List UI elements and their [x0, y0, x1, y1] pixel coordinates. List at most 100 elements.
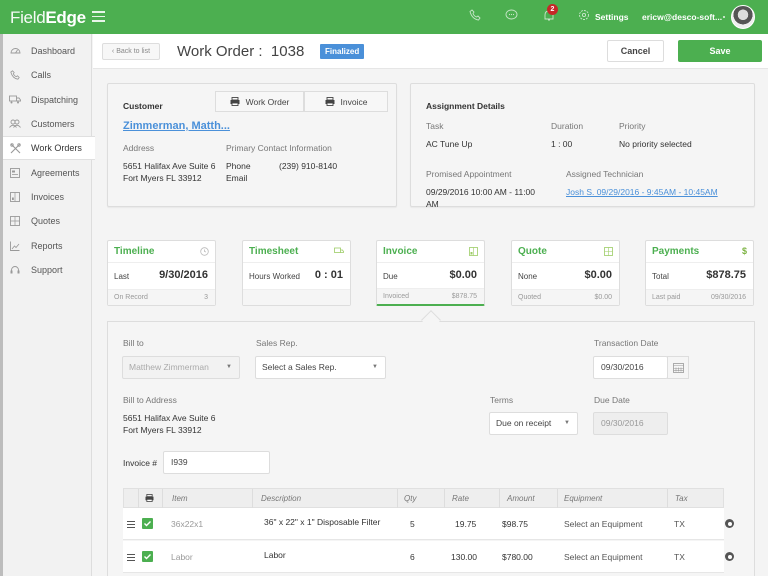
chat-icon[interactable] [503, 9, 519, 25]
equipment-select[interactable]: Select an Equipment [564, 519, 643, 529]
tile-foot-value: $878.75 [451, 293, 477, 300]
tax-cell[interactable]: TX [674, 519, 685, 529]
notification-badge: 2 [547, 4, 558, 15]
item-cell[interactable]: 36x22x1 [171, 519, 204, 529]
drag-handle-icon[interactable] [127, 521, 135, 528]
sidebar-item-customers[interactable]: Customers [3, 112, 95, 136]
chevron-down-icon: ▼ [564, 420, 570, 426]
menu-toggle-icon[interactable] [92, 11, 105, 22]
status-badge: Finalized [320, 44, 365, 59]
sidebar-item-label: Agreements [31, 168, 80, 178]
print-invoice-button[interactable]: Invoice [304, 91, 388, 112]
tile-title: Invoice [383, 246, 418, 257]
sidebar-item-dashboard[interactable]: Dashboard [3, 39, 95, 63]
settings-link[interactable]: Settings [595, 12, 629, 22]
drag-handle-icon[interactable] [127, 554, 135, 561]
email-label: Email [226, 173, 248, 183]
avatar[interactable] [731, 5, 755, 29]
dashboard-icon [9, 46, 21, 56]
sidebar-item-label: Quotes [31, 216, 61, 226]
technician-link[interactable]: Josh S. 09/29/2016 - 9:45AM - 10:45AM [566, 187, 718, 197]
invoice-icon [469, 247, 478, 258]
print-work-order-button[interactable]: Work Order [215, 91, 304, 112]
phone-icon [9, 70, 21, 80]
item-cell[interactable]: Labor [171, 552, 193, 562]
tools-icon [9, 143, 21, 154]
print-checkbox[interactable] [142, 518, 153, 529]
customer-name-link[interactable]: Zimmerman, Matth... [123, 120, 230, 132]
bill-address-line-1: 5651 Halifax Ave Suite 6 [123, 413, 216, 423]
tile-value: 0 : 01 [314, 269, 343, 281]
column-header-amount: Amount [507, 494, 535, 503]
assignment-section-label: Assignment Details [426, 101, 505, 111]
page-header: ‹ Back to list Work Order : 1038 Finaliz… [93, 34, 768, 69]
back-to-list-button[interactable]: ‹ Back to list [102, 43, 160, 60]
app-logo[interactable]: FieldEdge [10, 8, 86, 28]
timeline-tile[interactable]: Timeline Last 9/30/2016 On Record 3 [107, 240, 216, 306]
sidebar-item-dispatching[interactable]: Dispatching [3, 88, 95, 112]
print-work-order-label: Work Order [245, 96, 290, 107]
gear-icon[interactable] [576, 9, 592, 25]
description-cell[interactable]: 36" x 22" x 1" Disposable Filter [264, 517, 381, 527]
sales-rep-value: Select a Sales Rep. [262, 362, 337, 372]
phone-value: (239) 910-8140 [279, 161, 338, 171]
sidebar-item-label: Support [31, 265, 63, 275]
remove-row-icon[interactable] [725, 519, 734, 528]
chart-icon [9, 241, 21, 251]
tile-title: Timesheet [249, 246, 299, 257]
print-checkbox[interactable] [142, 551, 153, 562]
priority-label: Priority [619, 121, 646, 131]
timesheet-tile[interactable]: Timesheet Hours Worked 0 : 01 [242, 240, 351, 306]
qty-cell[interactable]: 6 [410, 552, 415, 562]
calendar-icon[interactable] [667, 356, 689, 379]
rate-cell[interactable]: 130.00 [451, 552, 477, 562]
invoice-number-input[interactable]: I939 [163, 451, 270, 474]
qty-cell[interactable]: 5 [410, 519, 415, 529]
sales-rep-label: Sales Rep. [256, 338, 298, 348]
user-menu[interactable]: ericw@desco-soft... [642, 12, 723, 22]
back-label: Back to list [116, 48, 151, 55]
customer-card: Customer Work Order Invoice Zimmerman, M… [107, 83, 397, 207]
due-date-input[interactable]: 09/30/2016 [593, 412, 668, 435]
invoice-number-label: Invoice # [123, 458, 158, 468]
users-icon [9, 119, 21, 129]
tile-label: Last [114, 272, 130, 281]
save-button[interactable]: Save [678, 40, 762, 62]
terms-select[interactable]: Due on receipt ▼ [489, 412, 578, 435]
cancel-button[interactable]: Cancel [607, 40, 664, 62]
dollar-icon: $ [741, 246, 747, 256]
description-cell[interactable]: Labor [264, 550, 286, 560]
equipment-select[interactable]: Select an Equipment [564, 552, 643, 562]
bill-address-line-2: Fort Myers FL 33912 [123, 425, 202, 435]
remove-row-icon[interactable] [725, 552, 734, 561]
quote-tile[interactable]: Quote None $0.00 Quoted $0.00 [511, 240, 620, 306]
sidebar-item-agreements[interactable]: Agreements [3, 161, 95, 185]
transaction-date-input[interactable]: 09/30/2016 [593, 356, 668, 379]
sidebar-item-calls[interactable]: Calls [3, 63, 95, 87]
tile-foot-value: 3 [204, 294, 208, 301]
payments-tile[interactable]: Payments $ Total $878.75 Last paid 09/30/… [645, 240, 754, 306]
column-header-item: Item [172, 494, 188, 503]
tile-foot-value: 09/30/2016 [710, 294, 746, 301]
tile-foot-label: On Record [114, 294, 148, 301]
tax-cell[interactable]: TX [674, 552, 685, 562]
address-label: Address [123, 143, 155, 153]
truck-icon [334, 247, 344, 257]
sidebar-item-invoices[interactable]: Invoices [3, 185, 95, 209]
invoice-tile[interactable]: Invoice Due $0.00 Invoiced $878.75 [376, 240, 485, 306]
sidebar: Dashboard Calls Dispatching Customers Wo… [0, 34, 95, 576]
tile-title: Quote [518, 246, 547, 257]
column-header-tax: Tax [675, 494, 688, 503]
sidebar-item-quotes[interactable]: Quotes [3, 209, 95, 233]
bill-to-select[interactable]: Matthew Zimmerman ▼ [122, 356, 240, 379]
truck-icon [9, 95, 21, 105]
sidebar-item-support[interactable]: Support [3, 258, 95, 282]
sales-rep-select[interactable]: Select a Sales Rep. ▼ [255, 356, 386, 379]
rate-cell[interactable]: 19.75 [455, 519, 477, 529]
contact-label: Primary Contact Information [226, 143, 332, 153]
bill-to-label: Bill to [123, 338, 144, 348]
sidebar-item-work-orders[interactable]: Work Orders [3, 136, 95, 160]
phone-icon[interactable] [467, 9, 483, 25]
sidebar-item-reports[interactable]: Reports [3, 234, 95, 258]
column-header-equipment: Equipment [564, 494, 603, 503]
